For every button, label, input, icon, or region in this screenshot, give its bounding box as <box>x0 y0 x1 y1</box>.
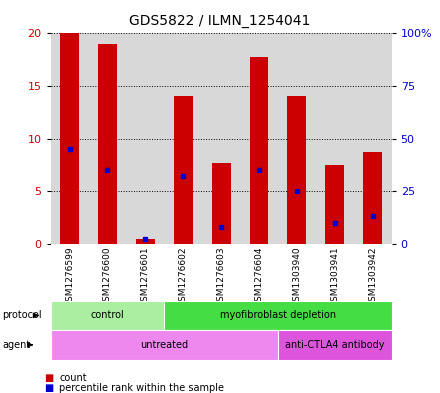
Text: GSM1303941: GSM1303941 <box>330 246 339 307</box>
Text: ■: ■ <box>44 373 53 383</box>
Bar <box>136 239 155 244</box>
Text: GSM1276604: GSM1276604 <box>254 246 264 307</box>
Text: myofibroblast depletion: myofibroblast depletion <box>220 310 336 320</box>
Text: control: control <box>91 310 125 320</box>
Text: ■: ■ <box>44 383 53 393</box>
Bar <box>60 33 79 244</box>
Text: count: count <box>59 373 87 383</box>
Text: GSM1276600: GSM1276600 <box>103 246 112 307</box>
Text: agent: agent <box>2 340 30 350</box>
Text: GSM1276603: GSM1276603 <box>216 246 226 307</box>
Text: GSM1276599: GSM1276599 <box>65 246 74 307</box>
Text: GSM1276601: GSM1276601 <box>141 246 150 307</box>
Bar <box>287 96 306 244</box>
Text: GDS5822 / ILMN_1254041: GDS5822 / ILMN_1254041 <box>129 14 311 28</box>
Bar <box>174 96 193 244</box>
Text: GSM1303940: GSM1303940 <box>292 246 301 307</box>
Bar <box>249 57 268 244</box>
Text: GSM1276602: GSM1276602 <box>179 246 188 307</box>
Text: GSM1303942: GSM1303942 <box>368 246 377 307</box>
Text: protocol: protocol <box>2 310 42 320</box>
Text: percentile rank within the sample: percentile rank within the sample <box>59 383 224 393</box>
Bar <box>325 165 344 244</box>
Bar <box>98 44 117 244</box>
Bar <box>363 152 382 244</box>
Text: anti-CTLA4 antibody: anti-CTLA4 antibody <box>285 340 385 350</box>
Text: untreated: untreated <box>140 340 188 350</box>
Bar <box>212 163 231 244</box>
